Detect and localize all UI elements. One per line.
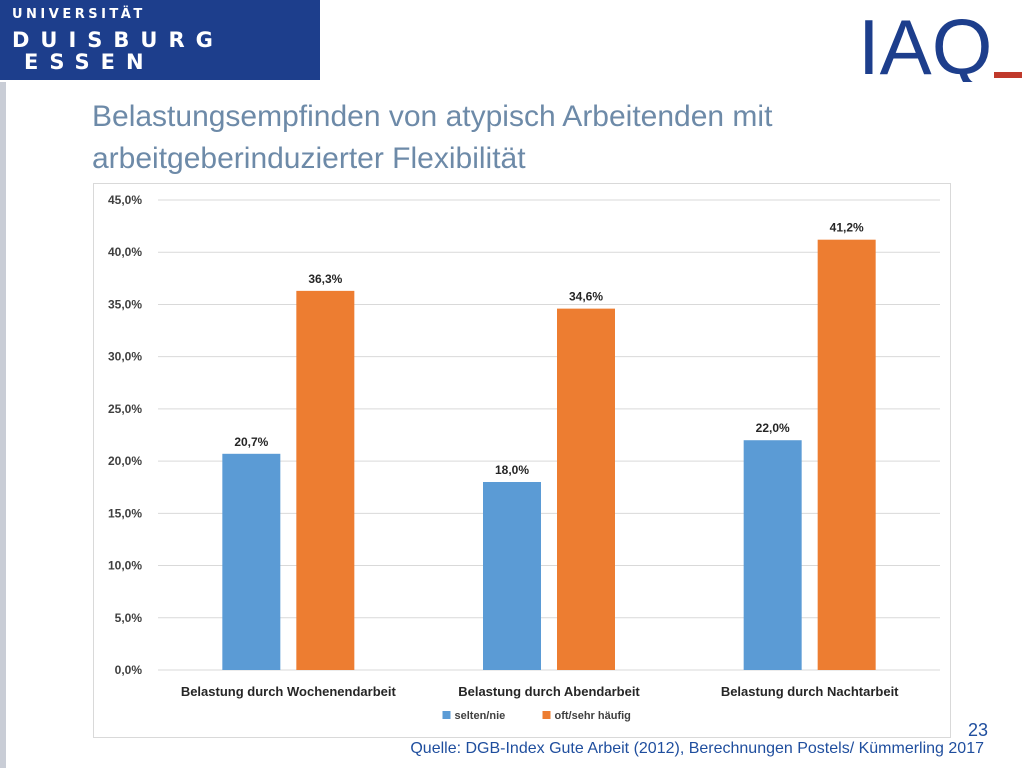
bar — [743, 440, 802, 670]
data-label: 34,6% — [569, 290, 603, 304]
iaq-logo-underscore — [994, 72, 1022, 78]
legend-label: oft/sehr häufig — [555, 710, 631, 722]
bar-chart: 0,0% 5,0% 10,0% 15,0% 20,0% 25,0% 30,0% 35,0% 40… — [108, 193, 940, 722]
chart-frame: 0,0% 5,0% 10,0% 15,0% 20,0% 25,0% 30,0% 35,0% 40… — [93, 183, 951, 738]
x-tick-label: Belastung durch Abendarbeit — [458, 684, 640, 699]
y-tick-label: 30,0% — [108, 350, 142, 364]
university-logo-line2: DUISBURG — [12, 28, 224, 52]
y-tick-label: 20,0% — [108, 454, 142, 468]
legend-swatch — [542, 711, 551, 719]
y-tick-label: 25,0% — [108, 402, 142, 416]
university-logo-line1: UNIVERSITÄT — [12, 7, 146, 22]
y-tick-label: 5,0% — [115, 611, 143, 625]
data-label: 41,2% — [830, 221, 864, 235]
y-tick-label: 0,0% — [115, 663, 143, 677]
bar — [222, 453, 281, 670]
source-note: Quelle: DGB-Index Gute Arbeit (2012), Be… — [410, 740, 984, 757]
data-label: 18,0% — [495, 463, 529, 477]
data-label: 20,7% — [234, 435, 268, 449]
y-tick-label: 40,0% — [108, 245, 142, 259]
x-tick-label: Belastung durch Wochenendarbeit — [181, 684, 397, 699]
iaq-logo-text: IAQ — [858, 3, 992, 82]
iaq-logo: IAQ — [858, 3, 1022, 82]
y-tick-label: 35,0% — [108, 297, 142, 311]
slide-title: Belastungsempfinden von atypisch Arbeite… — [92, 100, 773, 175]
legend-label: selten/nie — [455, 710, 506, 722]
left-accent-bar — [0, 82, 6, 768]
bar — [296, 290, 355, 670]
bar — [557, 308, 615, 670]
university-logo: UNIVERSITÄT DUISBURG ESSEN — [0, 0, 320, 80]
bar — [483, 482, 541, 670]
y-tick-label: 10,0% — [108, 559, 142, 573]
legend-swatch — [442, 711, 451, 719]
data-label: 36,3% — [308, 272, 342, 286]
page-number: 23 — [967, 720, 988, 740]
x-tick-label: Belastung durch Nachtarbeit — [721, 684, 899, 699]
university-logo-line3: ESSEN — [24, 50, 155, 74]
y-tick-label: 45,0% — [108, 193, 142, 207]
bar — [817, 239, 876, 670]
y-tick-label: 15,0% — [108, 506, 142, 520]
data-label: 22,0% — [756, 421, 790, 435]
